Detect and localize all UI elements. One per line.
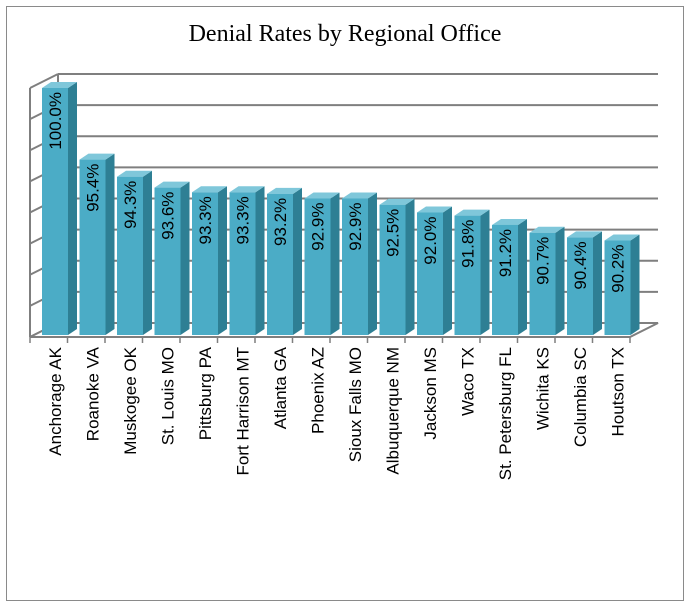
bar <box>117 176 143 335</box>
data-label: 92.5% <box>384 209 403 257</box>
data-label: 91.2% <box>496 229 515 277</box>
bar-side <box>105 153 115 335</box>
bar <box>529 232 556 335</box>
bar-top <box>229 186 265 193</box>
category-label: Jackson MS <box>421 347 440 440</box>
category-label: Roanoke VA <box>84 346 103 441</box>
category-label: Columbia SC <box>571 347 590 447</box>
bar-side <box>180 181 190 335</box>
category-label: Muskogee OK <box>121 346 140 454</box>
bar-top <box>379 198 415 205</box>
category-label: St. Petersburg FL <box>496 347 515 480</box>
bar-top <box>42 82 77 88</box>
bar-top <box>267 187 302 194</box>
bar-side <box>480 209 490 335</box>
bar <box>154 187 181 335</box>
data-label: 93.3% <box>196 196 215 244</box>
bar <box>492 224 518 335</box>
category-label: Phoenix AZ <box>309 347 328 434</box>
category-label: Houtson TX <box>609 347 628 436</box>
bar-side <box>368 192 377 335</box>
data-label: 93.2% <box>271 198 290 246</box>
bar-side <box>218 186 227 335</box>
bar-side <box>405 198 415 335</box>
category-label: Anchorage AK <box>46 346 65 455</box>
data-label: 93.6% <box>159 192 178 240</box>
bars: 100.0% Anchorage AK 95.4% Roanoke VA 94.3% Mu… <box>42 82 640 480</box>
bar-top <box>154 181 190 188</box>
bar <box>267 193 293 335</box>
chart-title: Denial Rates by Regional Office <box>188 21 502 47</box>
data-label: 90.4% <box>571 241 590 289</box>
bar-side <box>143 170 152 335</box>
bar-top <box>567 231 602 238</box>
bar-top <box>417 206 452 213</box>
bar <box>417 212 443 335</box>
data-label: 94.3% <box>121 181 140 229</box>
bar-top <box>454 209 490 216</box>
bar-side <box>68 82 77 335</box>
data-label: 90.2% <box>609 245 628 293</box>
bar-side <box>593 231 602 335</box>
bar-side <box>555 226 565 335</box>
bar-top <box>304 192 340 199</box>
category-label: Albuquerque NM <box>384 347 403 475</box>
bar-top <box>492 218 527 225</box>
category-label: Wichita KS <box>534 347 553 430</box>
bar-top <box>117 170 152 177</box>
bar <box>229 192 256 335</box>
bar <box>604 240 631 335</box>
category-label: Pittsburg PA <box>196 346 215 440</box>
bar <box>567 237 593 335</box>
data-label: 95.4% <box>84 164 103 212</box>
data-label: 93.3% <box>234 196 253 244</box>
data-label: 92.0% <box>421 217 440 265</box>
bar <box>379 204 406 335</box>
bar <box>304 198 331 335</box>
data-label: 92.9% <box>346 202 365 250</box>
bar-side <box>443 206 452 335</box>
data-label: 100.0% <box>46 92 65 150</box>
bar-top <box>342 192 377 199</box>
bar-side <box>293 187 302 335</box>
bar-top <box>192 186 227 193</box>
category-label: Atlanta GA <box>271 346 290 429</box>
data-label: 90.7% <box>534 237 553 285</box>
bar-side <box>630 234 640 335</box>
bar <box>342 198 368 335</box>
bar-side <box>255 186 265 335</box>
bar-top <box>79 153 115 160</box>
bar <box>192 192 218 335</box>
gridline-side <box>29 73 59 89</box>
data-label: 91.8% <box>459 220 478 268</box>
bar <box>79 159 106 335</box>
bar <box>454 215 481 335</box>
bar-side <box>518 218 527 335</box>
category-label: Fort Harrison MT <box>234 347 253 475</box>
category-label: St. Louis MO <box>159 347 178 445</box>
category-label: Waco TX <box>459 347 478 416</box>
category-label: Sioux Falls MO <box>346 347 365 462</box>
data-label: 92.9% <box>309 202 328 250</box>
bar-top <box>529 226 565 233</box>
bar-top <box>604 234 640 241</box>
bar-side <box>330 192 340 335</box>
bar <box>42 88 68 335</box>
